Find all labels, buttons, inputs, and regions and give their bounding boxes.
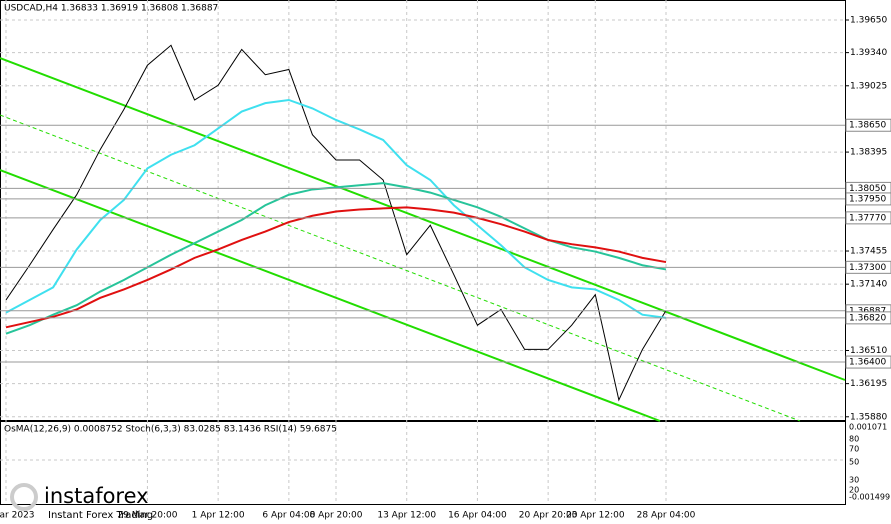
x-tick-label: 29 Mar 20:00 (117, 511, 177, 521)
series-line (5, 182, 667, 335)
series-line (5, 206, 667, 329)
y-tick-label: 1.38395 (850, 148, 887, 158)
price-level-label: 1.36887 (849, 306, 886, 316)
price-level-label: 1.36400 (849, 358, 886, 368)
x-tick-label: 6 Apr 04:00 (262, 511, 315, 521)
y-tick-label: 1.39340 (850, 48, 887, 58)
indicator-label: -0.001499 (849, 493, 890, 502)
price-level-box (845, 311, 891, 325)
indicator-label: 0.001071 (849, 423, 887, 432)
indicator-frame (0, 421, 846, 505)
logo-tagline: Instant Forex Trading (48, 510, 153, 521)
series-line (5, 44, 667, 402)
x-tick-label: 1 Apr 12:00 (192, 511, 245, 521)
y-tick-label: 1.39650 (850, 15, 887, 25)
indicator-title: OsMA(12,26,9) 0.0008752 Stoch(6,3,3) 83.… (4, 425, 337, 435)
price-level-label: 1.38050 (849, 184, 886, 194)
chart-title: USDCAD,H4 1.36833 1.36919 1.36808 1.3688… (4, 4, 218, 14)
indicator-label: 30 (849, 476, 859, 485)
price-level-box (845, 211, 891, 225)
indicator-label: 70 (849, 445, 859, 454)
y-tick-label: 1.37455 (850, 247, 887, 257)
price-level-label: 1.38650 (849, 121, 886, 131)
indicator-label: 20 (849, 486, 859, 495)
y-tick-label: 1.35880 (850, 412, 887, 422)
x-tick-label: 20 Mar 2023 (0, 511, 35, 521)
price-level-label: 1.37950 (849, 194, 886, 204)
price-level-label: 1.37300 (849, 263, 886, 273)
price-level-box (845, 192, 891, 206)
x-tick-label: 16 Apr 04:00 (448, 511, 507, 521)
x-tick-label: 23 Apr 12:00 (566, 511, 625, 521)
y-tick-label: 1.36510 (850, 346, 887, 356)
x-tick-label: 20 Apr 20:00 (519, 511, 578, 521)
x-tick-label: 28 Apr 04:00 (637, 511, 696, 521)
price-level-box (845, 355, 891, 369)
y-tick-label: 1.37140 (850, 280, 887, 290)
main-frame (0, 0, 846, 421)
price-level-box (845, 118, 891, 132)
x-tick-label: 13 Apr 12:00 (377, 511, 436, 521)
price-level-label: 1.36820 (849, 313, 886, 323)
y-tick-label: 1.36195 (850, 379, 887, 389)
y-tick-label: 1.39025 (850, 81, 887, 91)
x-tick-label: 8 Apr 20:00 (310, 511, 363, 521)
indicator-label: 50 (849, 458, 859, 467)
price-level-label: 1.37770 (849, 213, 886, 223)
series-line (5, 98, 667, 319)
logo: instaforex Instant Forex Trading (10, 483, 153, 521)
price-level-box (845, 260, 891, 274)
indicator-label: 80 (849, 435, 859, 444)
logo-text: instaforex (44, 484, 149, 508)
